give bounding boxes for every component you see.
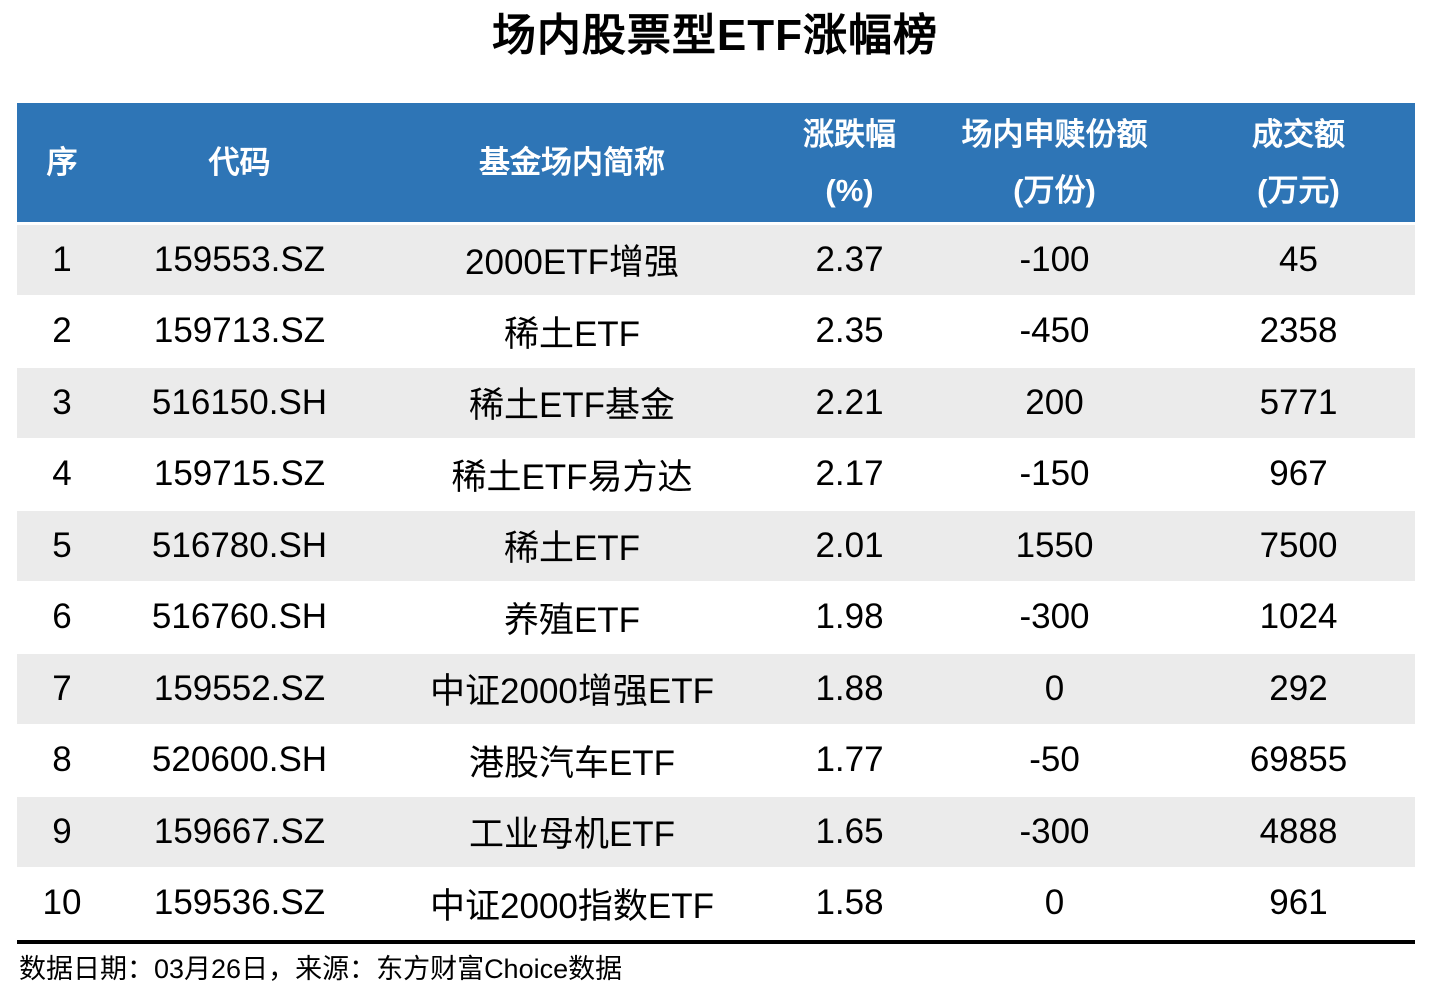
cell-turnover: 961 [1269,883,1328,923]
cell-rank: 4 [52,454,72,494]
cell-shares: 1550 [1015,525,1094,565]
cell-code: 159553.SZ [153,239,326,279]
cell-change-pct: 1.88 [815,668,884,708]
table-body: 1 159553.SZ 2000ETF增强 2.37 -100 45 2 159… [17,225,1415,940]
cell-shares: -150 [1019,454,1090,494]
table-row: 3 516150.SH 稀土ETF基金 2.21 200 5771 [17,368,1415,440]
cell-shares: -450 [1019,311,1090,351]
cell-code: 159667.SZ [153,811,326,851]
cell-turnover: 45 [1279,239,1318,279]
cell-change-pct: 1.65 [815,811,884,851]
cell-turnover: 2358 [1259,311,1338,351]
cell-change-pct: 2.37 [815,239,884,279]
cell-rank: 8 [52,740,72,780]
column-header-fund-name: 基金场内简称 [479,144,665,180]
cell-rank: 9 [52,811,72,851]
cell-turnover: 5771 [1259,382,1338,422]
cell-change-pct: 2.21 [815,382,884,422]
column-header-code: 代码 [208,144,271,180]
cell-code: 520600.SH [151,740,328,780]
cell-change-pct: 2.35 [815,311,884,351]
cell-rank: 7 [52,668,72,708]
cell-rank: 2 [52,311,72,351]
cell-turnover: 1024 [1259,597,1338,637]
table-row: 10 159536.SZ 中证2000指数ETF 1.58 0 961 [17,869,1415,940]
cell-fund-name: 中证2000增强ETF [430,672,714,712]
cell-shares: -300 [1019,597,1090,637]
table-row: 9 159667.SZ 工业母机ETF 1.65 -300 4888 [17,797,1415,869]
cell-rank: 3 [52,382,72,422]
cell-shares: 0 [1044,883,1065,923]
cell-code: 159536.SZ [153,883,326,923]
cell-turnover: 967 [1269,454,1328,494]
column-header-change-pct: 涨跌幅 (%) [803,116,896,208]
cell-fund-name: 稀土ETF [503,529,641,569]
cell-change-pct: 2.01 [815,525,884,565]
column-header-rank: 序 [46,144,78,180]
cell-code: 516760.SH [151,597,328,637]
table-row: 6 516760.SH 养殖ETF 1.98 -300 1024 [17,583,1415,654]
table-row: 5 516780.SH 稀土ETF 2.01 1550 7500 [17,511,1415,583]
source-note: 数据日期：03月26日，来源：东方财富Choice数据 [17,940,1415,986]
table-row: 4 159715.SZ 稀土ETF易方达 2.17 -150 967 [17,440,1415,511]
table-row: 7 159552.SZ 中证2000增强ETF 1.88 0 292 [17,654,1415,726]
cell-change-pct: 1.98 [815,597,884,637]
cell-shares: 0 [1044,668,1065,708]
cell-code: 516150.SH [151,382,328,422]
cell-turnover: 69855 [1249,740,1348,780]
cell-rank: 10 [42,883,82,923]
cell-rank: 6 [52,597,72,637]
table-row: 1 159553.SZ 2000ETF增强 2.37 -100 45 [17,225,1415,297]
cell-turnover: 7500 [1259,525,1338,565]
table-row: 8 520600.SH 港股汽车ETF 1.77 -50 69855 [17,726,1415,797]
cell-change-pct: 1.77 [815,740,884,780]
column-header-shares: 场内申赎份额 (万份) [961,116,1148,208]
cell-rank: 1 [52,239,72,279]
page-title: 场内股票型ETF涨幅榜 [491,11,939,60]
cell-shares: -50 [1029,740,1080,780]
cell-code: 516780.SH [151,525,328,565]
cell-turnover: 4888 [1259,811,1338,851]
cell-code: 159715.SZ [153,454,326,494]
cell-fund-name: 稀土ETF基金 [468,386,676,426]
table-header-row: 序 代码 基金场内简称 涨跌幅 (%) 场内申赎份额 (万份) 成交额 (万元 [17,103,1415,225]
cell-shares: -100 [1019,239,1090,279]
cell-code: 159713.SZ [153,311,326,351]
cell-shares: 200 [1025,382,1084,422]
column-header-turnover: 成交额 (万元) [1252,116,1345,208]
cell-turnover: 292 [1269,668,1328,708]
cell-fund-name: 港股汽车ETF [468,743,676,783]
cell-fund-name: 稀土ETF [503,314,641,354]
cell-code: 159552.SZ [153,668,326,708]
cell-fund-name: 工业母机ETF [468,815,676,855]
cell-fund-name: 中证2000指数ETF [430,886,714,926]
cell-change-pct: 1.58 [815,883,884,923]
cell-shares: -300 [1019,811,1090,851]
table-row: 2 159713.SZ 稀土ETF 2.35 -450 2358 [17,297,1415,368]
etf-gainers-table: 序 代码 基金场内简称 涨跌幅 (%) 场内申赎份额 (万份) 成交额 (万元 [17,103,1415,940]
cell-fund-name: 稀土ETF易方达 [451,457,693,497]
cell-fund-name: 2000ETF增强 [465,243,679,283]
cell-fund-name: 养殖ETF [503,600,641,640]
cell-change-pct: 2.17 [815,454,884,494]
cell-rank: 5 [52,525,72,565]
